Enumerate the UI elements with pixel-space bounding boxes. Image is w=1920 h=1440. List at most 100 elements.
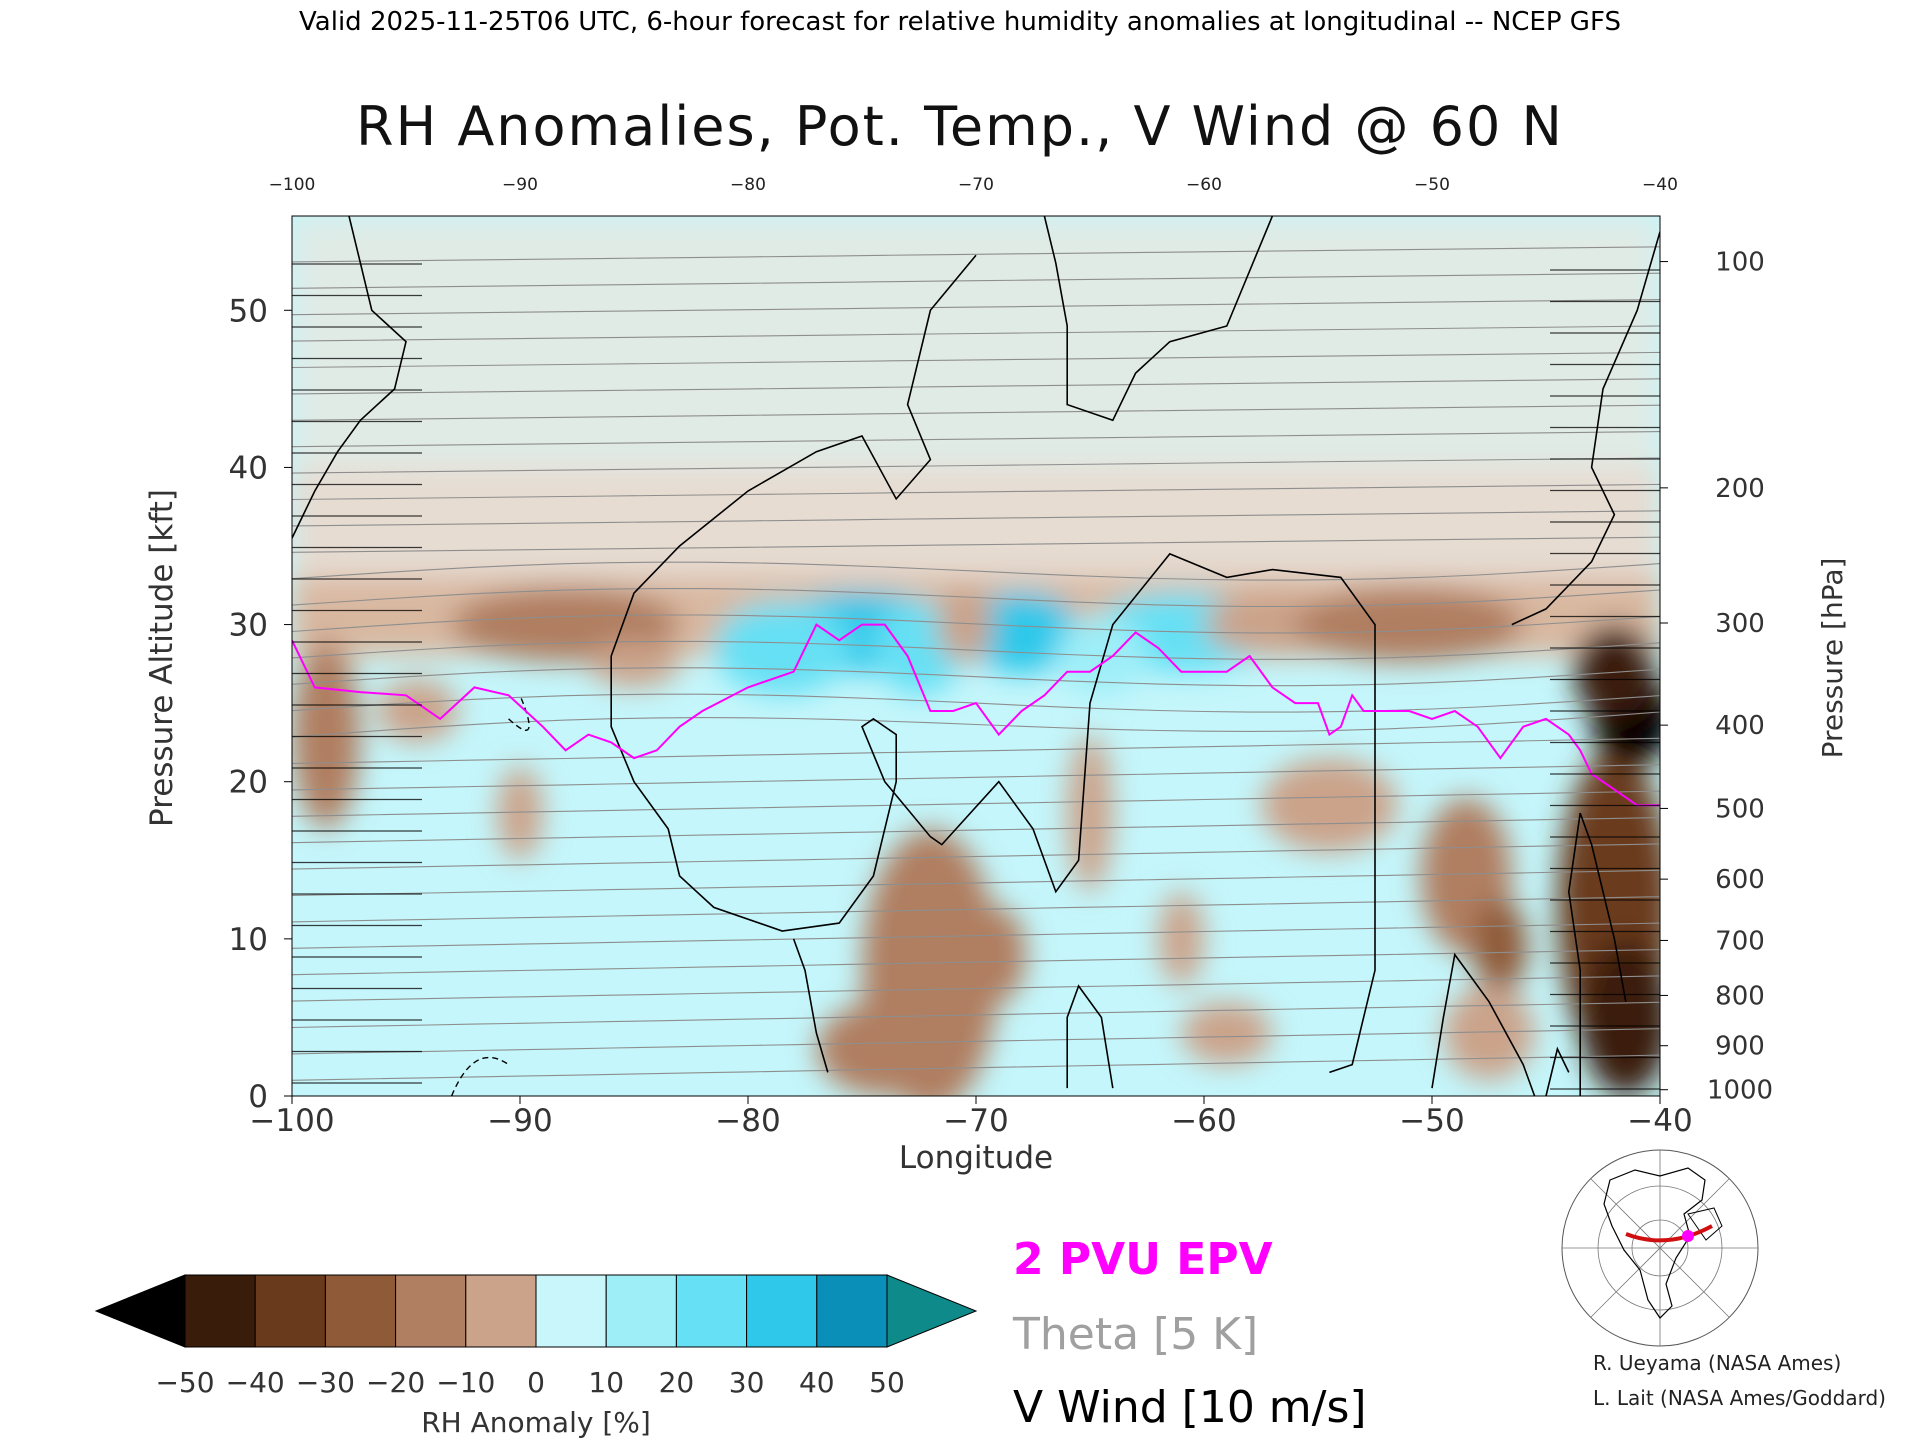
- colorbar-tick-label: 50: [869, 1366, 905, 1399]
- colorbar-segment: [465, 1274, 537, 1348]
- field-band: [292, 216, 1660, 468]
- y-tick-label: 10: [229, 922, 268, 958]
- theta-contour: [292, 790, 1660, 817]
- y-axis: 0 10 20 30 40 50: [229, 293, 292, 1115]
- theta-contour: [292, 667, 1660, 687]
- epv-2pvu-line: [292, 623, 1660, 807]
- anomaly-blob: [1573, 624, 1656, 719]
- anomaly-blob: [971, 907, 1027, 1002]
- colorbar-segment: [324, 1274, 397, 1348]
- x-tick-label: −50: [1399, 1103, 1464, 1139]
- anomaly-blob: [1295, 586, 1524, 663]
- top-x-tick-label: −80: [730, 175, 766, 195]
- x-tick-label: −80: [715, 1103, 780, 1139]
- v-wind-contour: [1545, 1046, 1570, 1096]
- theta-contour: [292, 896, 1660, 923]
- x-tick-label: −70: [943, 1103, 1008, 1139]
- credit-line-2: L. Lait (NASA Ames/Goddard): [1593, 1386, 1886, 1410]
- v-wind-contour: [610, 254, 1376, 1074]
- top-x-tick-label: −100: [269, 175, 316, 195]
- theta-contour: [292, 614, 1660, 634]
- colorbar-over-arrow: [886, 1274, 978, 1348]
- colorbar-under-arrow: [94, 1274, 186, 1348]
- v-wind-contour: [1066, 984, 1114, 1089]
- top-x-tick-label: −40: [1642, 175, 1678, 195]
- colorbar-tick-label: −20: [366, 1366, 425, 1399]
- colorbar-label: RH Anomaly [%]: [421, 1406, 651, 1439]
- theta-contour: [292, 272, 1660, 289]
- theta-contour: [292, 299, 1660, 316]
- chart-title: RH Anomalies, Pot. Temp., V Wind @ 60 N: [356, 95, 1564, 158]
- y-tick-label: 30: [229, 608, 268, 644]
- field-band: [292, 467, 1660, 578]
- theta-contour: [292, 561, 1660, 581]
- v-wind-negative-contour: [508, 695, 530, 731]
- x-tick-label: −60: [1171, 1103, 1236, 1139]
- legend-epv: 2 PVU EPV: [1013, 1234, 1273, 1285]
- theta-contour: [292, 378, 1660, 395]
- theta-contour: [292, 1028, 1660, 1055]
- legend-theta: Theta [5 K]: [1012, 1309, 1258, 1360]
- anomaly-blob: [497, 766, 543, 861]
- locator-map: [1561, 1149, 1759, 1347]
- legend-vwind: V Wind [10 m/s]: [1013, 1382, 1367, 1433]
- colorbar-segment: [675, 1274, 748, 1348]
- y-axis-label: Pressure Altitude [kft]: [144, 489, 180, 827]
- colorbar-tick-label: −40: [226, 1366, 285, 1399]
- theta-contour: [292, 431, 1660, 448]
- theta-contour: [292, 325, 1660, 342]
- theta-contour: [292, 816, 1660, 844]
- anomaly-blob: [1473, 899, 1528, 994]
- theta-contour: [292, 737, 1660, 765]
- theta-contour: [292, 843, 1660, 870]
- pressure-tick-label: 400: [1715, 711, 1765, 741]
- theta-contour: [292, 975, 1660, 1002]
- colorbar-segment: [816, 1274, 888, 1348]
- theta-contour: [292, 922, 1660, 949]
- v-wind-contour: [1567, 812, 1627, 1096]
- pressure-tick-label: 100: [1715, 248, 1765, 278]
- colorbar-tick-label: 10: [588, 1366, 624, 1399]
- theta-contour: [292, 1001, 1660, 1029]
- colorbar-segment: [184, 1274, 256, 1348]
- theta-contour: [292, 246, 1660, 263]
- colorbar-tick-label: 0: [527, 1366, 545, 1399]
- pressure-axis-label: Pressure [hPa]: [1816, 558, 1849, 759]
- theta-contour: [292, 869, 1660, 897]
- colorbar-segment: [254, 1274, 326, 1348]
- y-tick-label: 50: [229, 293, 268, 329]
- header-text: Valid 2025-11-25T06 UTC, 6-hour forecast…: [299, 7, 1621, 37]
- colorbar-segment: [535, 1274, 607, 1348]
- theta-contour: [292, 640, 1660, 660]
- anomaly-blob: [937, 585, 992, 664]
- v-wind-contour: [292, 216, 407, 539]
- top-x-tick-label: −60: [1186, 175, 1222, 195]
- anomaly-blob: [816, 1001, 954, 1096]
- theta-contour: [292, 351, 1660, 369]
- pressure-tick-label: 600: [1715, 865, 1765, 895]
- theta-contour: [292, 536, 1660, 553]
- pressure-tick-label: 1000: [1707, 1076, 1773, 1106]
- v-wind-negative-contour: [450, 1056, 509, 1096]
- x-axis-top: −100 −90 −80 −70 −60 −50 −40: [269, 175, 1678, 195]
- theta-contours: [292, 246, 1660, 1081]
- v-wind-contour: [792, 938, 829, 1073]
- theta-contour: [292, 510, 1660, 527]
- pressure-axis: 100 200 300 400 500 600 700 800 900 1000: [1660, 248, 1773, 1106]
- y-tick-label: 40: [229, 450, 268, 486]
- colorbar-tick-label: 20: [659, 1366, 695, 1399]
- theta-contour: [292, 404, 1660, 421]
- plot-area: [292, 216, 1660, 1096]
- pressure-tick-label: 300: [1715, 609, 1765, 639]
- anomaly-blob: [1443, 985, 1535, 1081]
- anomaly-blob: [588, 640, 680, 688]
- colorbar-segment: [605, 1274, 677, 1348]
- pressure-tick-label: 900: [1715, 1032, 1765, 1062]
- pressure-tick-label: 200: [1715, 474, 1765, 504]
- y-tick-label: 20: [229, 765, 268, 801]
- v-wind-contour: [1431, 952, 1536, 1096]
- rh-anomaly-field: [292, 216, 1660, 1096]
- v-wind-contour: [1043, 216, 1274, 422]
- top-x-tick-label: −70: [958, 175, 994, 195]
- theta-contour: [292, 1054, 1660, 1081]
